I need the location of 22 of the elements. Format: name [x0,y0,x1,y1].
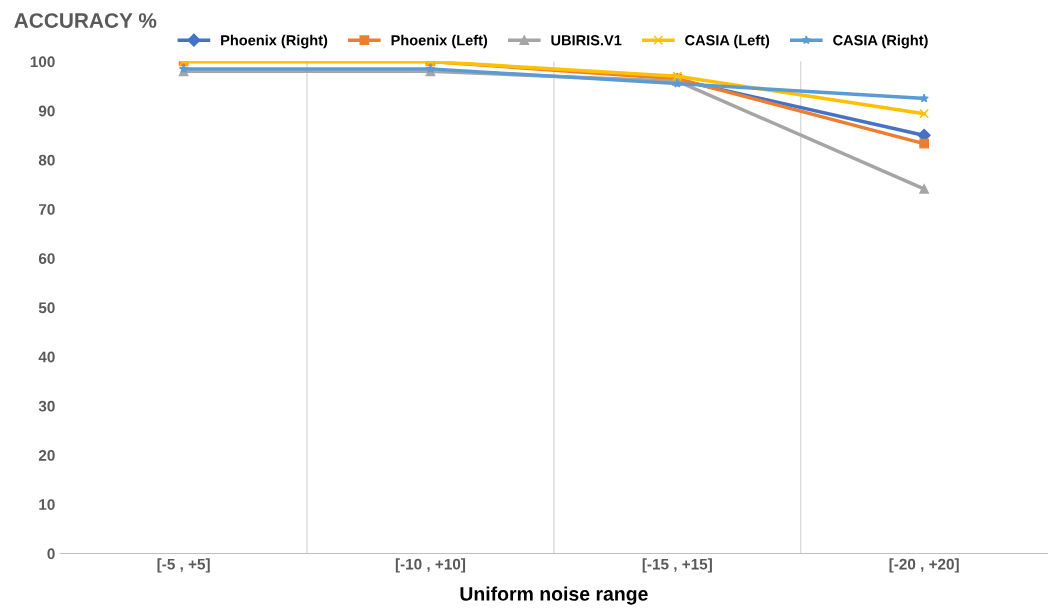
y-tick-label: 20 [38,449,55,461]
y-tick-label: 40 [38,351,55,363]
y-tick-label: 10 [39,499,55,510]
legend-label: Phoenix (Right) [221,34,328,49]
legend-label: CASIA (Right) [833,34,928,49]
y-tick-label: 0 [47,548,55,560]
y-tick-label: 100 [30,56,55,68]
y-tick-label: 90 [38,105,55,117]
x-tick-label: [-5 , +5] [157,558,210,573]
y-tick-label: 50 [38,302,55,314]
chart-title: ACCURACY % [14,13,157,28]
y-tick-label: 30 [38,400,55,412]
legend-label: CASIA (Left) [685,34,770,49]
y-tick-label: 60 [38,253,55,264]
legend-label: UBIRIS.V1 [551,35,622,46]
x-tick-label: [-15 , +15] [642,558,712,573]
x-tick-label: [-10 , +10] [395,558,466,573]
y-tick-label: 80 [38,154,55,166]
x-tick-label: [-20 , +20] [889,558,959,573]
legend-label: Phoenix (Left) [391,34,488,49]
y-tick-label: 70 [39,203,55,215]
x-axis-title: Uniform noise range [460,586,648,605]
